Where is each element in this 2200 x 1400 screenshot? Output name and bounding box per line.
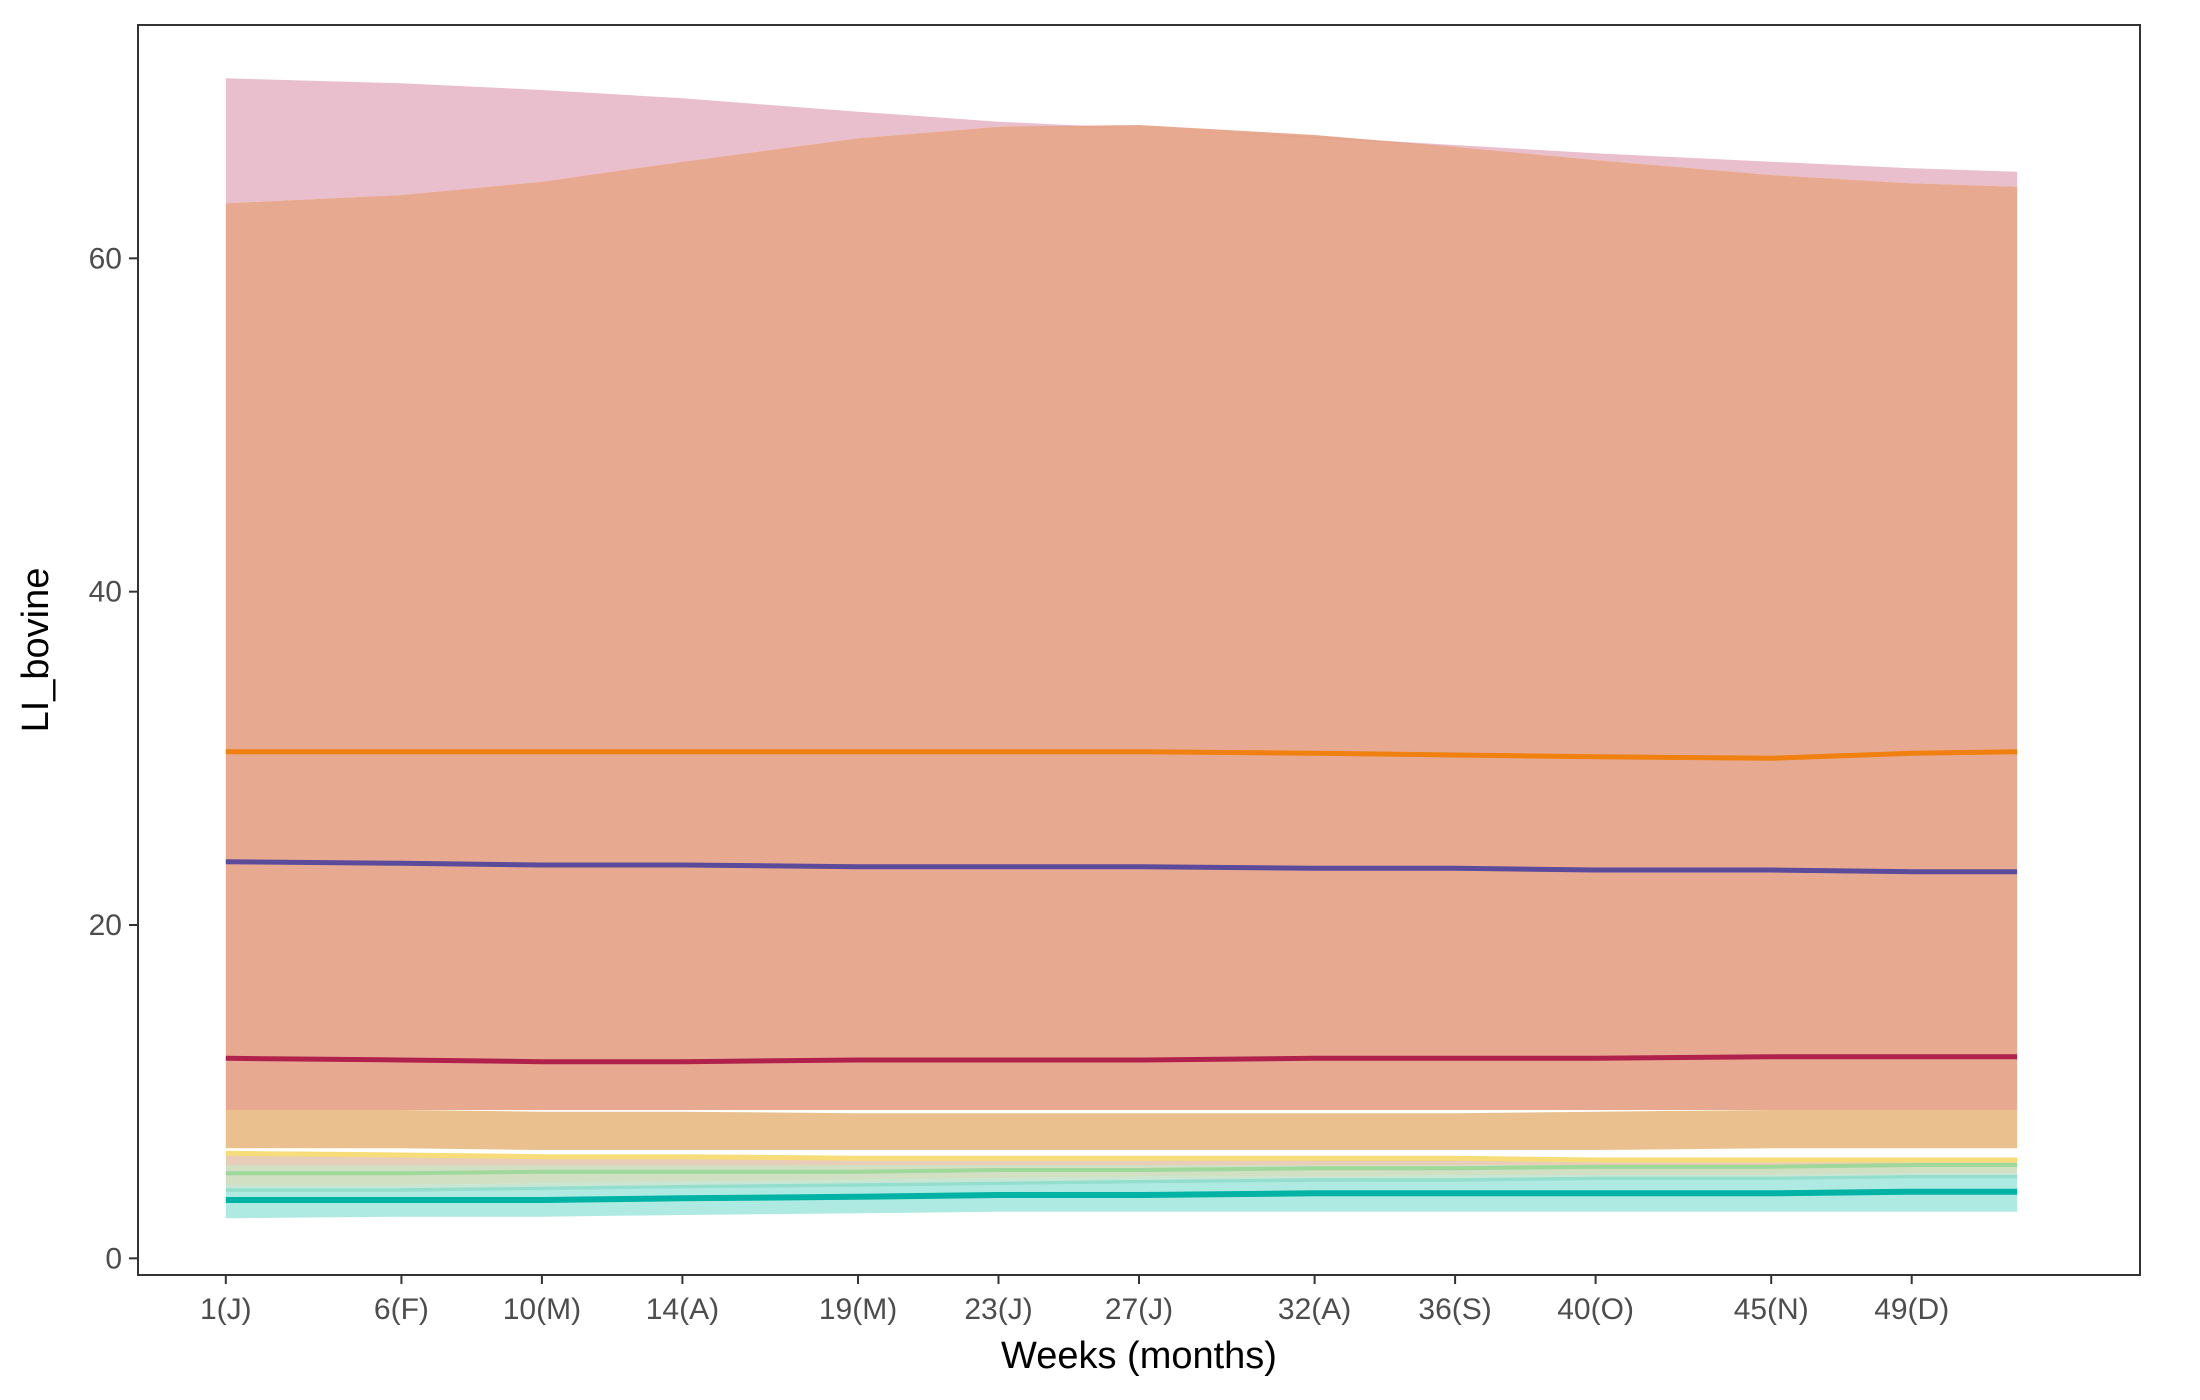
series-line-2 [225,859,2018,875]
y-axis-title: LI_bovine [15,568,57,733]
band-3 [225,1110,2018,1150]
confidence-bands [225,78,2018,1219]
y-tick-label: 20 [89,909,122,942]
series-line-4 [225,1150,2018,1163]
y-axis: 0 20 40 60 [89,242,138,1275]
x-tick-label: 36(S) [1418,1293,1491,1326]
x-tick-label: 19(M) [819,1293,897,1326]
x-tick-label: 49(D) [1874,1293,1949,1326]
y-tick-label: 40 [89,576,122,609]
band-1 [225,78,2018,204]
x-axis-title: Weeks (months) [1001,1335,1277,1377]
x-axis: 1(J) 6(F) 10(M) 14(A) 19(M) 23(J) 27(J) 32(A) 36… [200,1275,1949,1326]
y-tick-label: 0 [105,1242,122,1275]
x-tick-label: 6(F) [374,1293,429,1326]
x-tick-label: 14(A) [646,1293,719,1326]
x-tick-label: 45(N) [1734,1293,1809,1326]
x-tick-label: 32(A) [1278,1293,1351,1326]
x-tick-label: 10(M) [503,1293,581,1326]
x-tick-label: 27(J) [1105,1293,1173,1326]
x-tick-label: 23(J) [964,1293,1032,1326]
x-tick-label: 1(J) [200,1293,252,1326]
series-line-5 [225,1163,2018,1176]
series-lines [225,749,2018,1203]
band-2 [225,125,2018,1110]
series-line-3 [225,1054,2018,1065]
x-tick-label: 40(O) [1557,1293,1634,1326]
series-line-6 [225,1188,2018,1203]
y-tick-label: 60 [89,242,122,275]
series-line-1 [225,749,2018,761]
